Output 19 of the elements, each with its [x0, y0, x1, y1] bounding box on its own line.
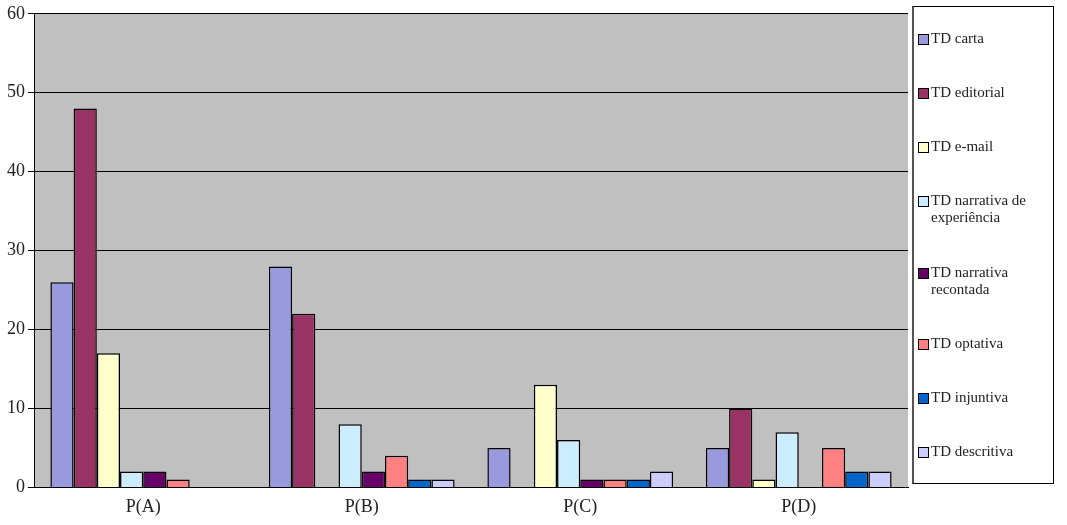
legend-label: TD descritiva	[931, 443, 1014, 461]
legend-label: TD narrativa recontada	[931, 263, 1010, 298]
y-tick-label: 50	[7, 81, 25, 102]
y-tick-label: 60	[7, 2, 25, 23]
legend-label: TD e-mail	[931, 138, 994, 156]
x-tick-label: P(D)	[781, 495, 817, 517]
y-tick-label: 20	[7, 318, 25, 339]
y-tick-label: 0	[16, 476, 25, 497]
legend-label: TD carta	[931, 29, 984, 47]
legend-label: TD optativa	[931, 334, 1004, 352]
legend-label: TD editorial	[931, 83, 1005, 101]
y-tick-label: 10	[7, 397, 25, 418]
x-tick-label: P(C)	[563, 495, 598, 517]
y-tick-label: 30	[7, 239, 25, 260]
legend-label: TD injuntiva	[931, 389, 1009, 407]
x-tick-label: P(B)	[344, 495, 379, 517]
y-tick-label: 40	[7, 160, 25, 181]
x-tick-label: P(A)	[125, 495, 161, 517]
legend-label: TD narrativa de experiência	[931, 192, 1027, 227]
